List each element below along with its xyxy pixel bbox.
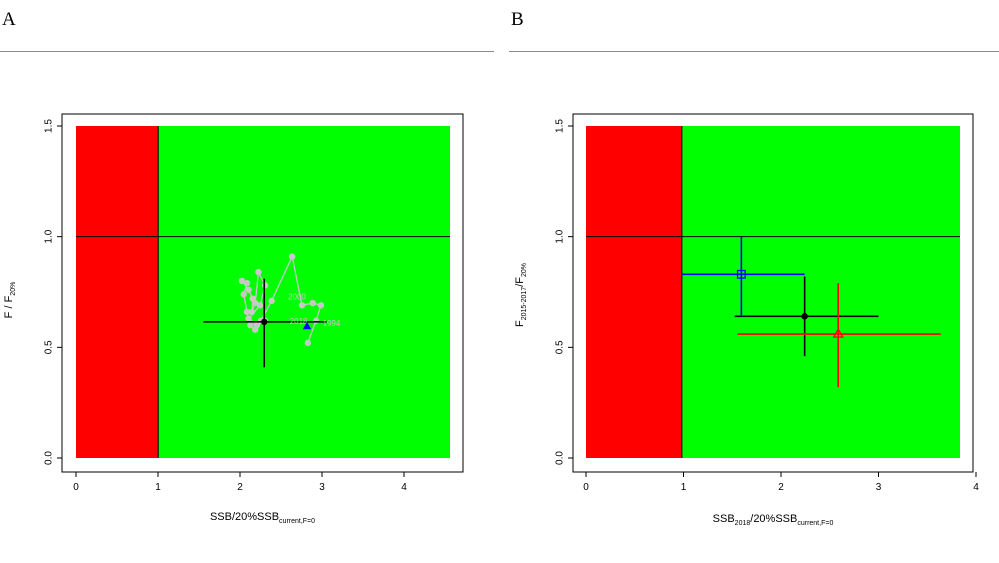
trajectory-point-a-22 [253, 322, 261, 329]
trajectory-point-a-0 [304, 339, 311, 347]
y-axis-title-a: F / F20% [3, 282, 17, 319]
trajectory-point-a-12 [243, 279, 251, 287]
trajectory-point-a-3 [309, 299, 316, 307]
y-tick-label-b-3: 1.5 [555, 119, 566, 133]
y-tick-label-a-2: 1.0 [44, 229, 55, 243]
x-axis-title-a: SSB/20%SSBcurrent,F=0 [210, 511, 315, 525]
plot-frame-a [61, 113, 464, 473]
plot-frame-b [572, 113, 974, 473]
black-b-marker [801, 313, 808, 320]
trajectory-point-a-11 [240, 291, 247, 298]
year-label-a-1: 2018 [290, 317, 308, 326]
x-tick-label-a-0: 0 [73, 482, 79, 493]
trajectory-point-a-17 [251, 299, 259, 307]
trajectory-point-a-5 [288, 253, 296, 260]
trajectory-point-a-9 [247, 322, 254, 329]
chart-panel-b: 0 1 2 3 4 0.0 0.5 1.0 1.5 SSB2018/20%SSBcurrent,F… [514, 113, 979, 527]
panel-a-divider [0, 51, 494, 52]
current-point-a [261, 318, 268, 326]
x-tick-label-a-4: 4 [401, 482, 407, 493]
trajectory-point-a-20 [256, 302, 264, 309]
panel-b-divider [509, 51, 999, 52]
y-axis-title-b: F2015-2017/F20% [514, 263, 528, 327]
chart-panel-a: 0 1 2 3 4 0.0 0.5 1.0 1.5 SSB/20%SSBcurrent,F=0 F … [3, 113, 464, 525]
x-tick-label-b-4: 4 [973, 482, 979, 493]
zone-b-0 [586, 126, 682, 458]
zone-a-1 [158, 126, 450, 458]
blue-b-marker [736, 269, 746, 279]
panel-a-label: A [2, 9, 16, 30]
y-tick-label-b-1: 0.5 [555, 340, 566, 354]
zone-a-0 [76, 126, 159, 458]
x-tick-label-b-3: 3 [876, 482, 882, 493]
trajectory-point-a-19 [261, 282, 269, 289]
x-axis-title-b: SSB2018/20%SSBcurrent,F=0 [713, 513, 834, 527]
x-tick-label-b-1: 1 [681, 482, 687, 493]
y-tick-label-a-0: 0.0 [44, 451, 55, 465]
trajectory-point-a-14 [245, 286, 252, 293]
year-label-a-0: 2000 [288, 293, 306, 302]
start-marker-a [302, 321, 312, 330]
trajectory-point-a-18 [255, 268, 262, 276]
trajectory-point-a-21 [245, 315, 252, 322]
x-tick-label-b-2: 2 [778, 482, 784, 493]
y-tick-label-b-2: 1.0 [555, 229, 566, 243]
trajectory-point-a-6 [268, 297, 275, 305]
trajectory-point-a-2 [317, 302, 325, 309]
trajectory-point-a-13 [238, 277, 246, 285]
y-tick-label-a-3: 1.5 [44, 119, 55, 133]
x-tick-label-b-0: 0 [583, 482, 589, 493]
trajectory-point-a-16 [248, 308, 256, 316]
panel-b-label: B [511, 9, 524, 30]
y-tick-label-b-0: 0.0 [555, 451, 566, 465]
trajectory-point-a-10 [243, 308, 251, 316]
x-tick-label-a-2: 2 [237, 482, 243, 493]
x-tick-label-a-1: 1 [155, 482, 161, 493]
trajectory-point-a-1 [312, 317, 320, 324]
zone-b-1 [681, 126, 960, 458]
x-tick-label-a-3: 3 [319, 482, 325, 493]
red-b-marker [832, 327, 844, 338]
y-tick-label-a-1: 0.5 [44, 340, 55, 354]
trajectory-point-a-4 [298, 302, 306, 309]
year-label-a-2: 1994 [323, 319, 341, 328]
